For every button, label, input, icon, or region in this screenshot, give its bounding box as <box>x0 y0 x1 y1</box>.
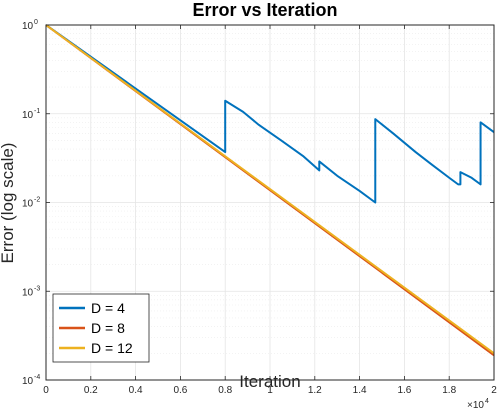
x-axis-exponent-base: ×10 <box>467 400 484 411</box>
y-tick-label-base: 10 <box>22 110 34 121</box>
legend: D = 4 D = 8 D = 12 <box>52 293 150 363</box>
y-tick-label: 10 -2 <box>22 197 40 210</box>
y-tick-label: 10 0 <box>22 19 38 32</box>
y-tick-label-exponent: -1 <box>34 108 40 115</box>
y-tick-label: 10 -3 <box>22 285 40 298</box>
chart-title: Error vs Iteration <box>192 0 337 20</box>
x-tick-label: 2 <box>491 385 497 396</box>
y-tick-label-base: 10 <box>22 199 34 210</box>
x-tick-label: 1.6 <box>397 385 411 396</box>
x-axis-title: Iteration <box>239 372 300 391</box>
legend-label-1: D = 4 <box>91 300 125 316</box>
x-tick-label: 1.4 <box>353 385 367 396</box>
y-tick-label-exponent: 0 <box>34 19 38 26</box>
x-tick-label: 0.8 <box>218 385 232 396</box>
y-tick-label: 10 -1 <box>22 108 40 121</box>
legend-label-2: D = 8 <box>91 320 125 336</box>
x-tick-label: 1 <box>267 385 273 396</box>
y-tick-label-base: 10 <box>22 21 34 32</box>
x-tick-label: 0.4 <box>129 385 143 396</box>
x-axis-exponent-power: 4 <box>485 398 489 405</box>
x-tick-label: 0.6 <box>173 385 187 396</box>
series-line-3 <box>45 24 495 355</box>
y-tick-label-exponent: -3 <box>34 285 40 292</box>
x-axis-exponent: ×10 4 <box>467 398 489 411</box>
legend-label-3: D = 12 <box>91 340 133 356</box>
y-tick-label-base: 10 <box>22 287 34 298</box>
y-tick-label-exponent: -2 <box>34 197 40 204</box>
series-line-1 <box>45 24 495 204</box>
x-tick-label: 0.2 <box>84 385 98 396</box>
y-tick-label-base: 10 <box>22 376 34 387</box>
y-tick-label: 10 -4 <box>22 374 40 387</box>
y-tick-label-exponent: -4 <box>34 374 40 381</box>
x-tick-label: 1.8 <box>442 385 456 396</box>
series-lines <box>45 24 495 357</box>
y-axis-title: Error (log scale) <box>0 143 17 264</box>
x-tick-label: 1.2 <box>308 385 322 396</box>
x-tick-label: 0 <box>43 385 49 396</box>
